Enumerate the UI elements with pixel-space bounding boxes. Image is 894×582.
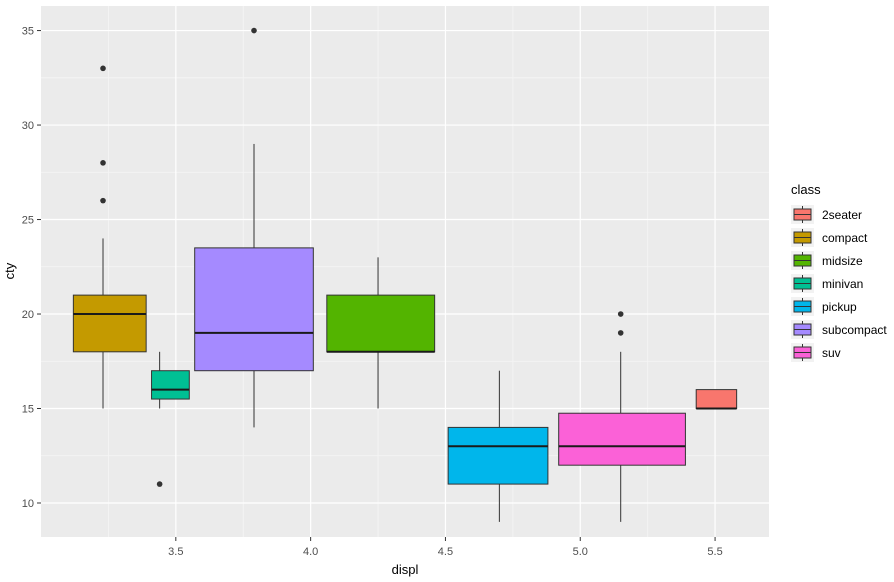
outlier-point [617,311,624,317]
x-axis: 3.5 4.0 4.5 5.0 5.5 [168,537,723,558]
y-tick-label: 25 [22,215,34,227]
legend-item-pickup: pickup [791,297,857,316]
legend-label: pickup [822,300,857,314]
x-tick-label: 3.5 [168,546,183,558]
box-compact [72,65,147,409]
box-2seater [695,389,738,410]
box-suv [558,311,686,522]
legend-item-midsize: midsize [791,251,863,270]
y-tick-label: 15 [22,404,34,416]
legend-label: minivan [822,277,863,291]
legend-item-minivan: minivan [791,274,863,293]
box-iqr [447,426,549,485]
box-minivan [151,351,190,487]
y-axis-title: cty [2,262,17,279]
legend-label: midsize [822,254,863,268]
legend-label: suv [822,346,841,360]
y-axis: 10 15 20 25 30 35 [22,26,41,510]
box-subcompact [194,27,314,428]
y-tick-label: 20 [22,309,34,321]
box-iqr [326,294,436,353]
y-tick-label: 30 [22,120,34,132]
x-tick-label: 4.0 [303,546,318,558]
box-iqr [72,294,147,353]
box-iqr [151,370,190,400]
outlier-point [100,160,106,166]
legend-item-2seater: 2seater [791,205,862,224]
y-tick-label: 10 [22,498,34,510]
box-iqr [558,412,686,466]
legend-label: subcompact [822,323,887,337]
x-axis-title: displ [392,562,419,577]
box-midsize [326,257,436,409]
legend-item-compact: compact [791,228,868,247]
legend: class 2seater compact midsize minivan pickup… [791,182,887,362]
box-iqr [695,389,738,410]
outlier-point [100,197,106,204]
y-tick-label: 35 [22,26,34,38]
x-tick-label: 4.5 [438,546,453,558]
legend-label: 2seater [822,208,862,222]
legend-label: compact [822,231,868,245]
outlier-point [100,65,106,72]
box-iqr [194,247,314,372]
outlier-point [617,330,624,336]
x-tick-label: 5.5 [707,546,722,558]
outlier-point [251,27,257,34]
x-tick-label: 5.0 [573,546,588,558]
legend-item-suv: suv [791,343,841,362]
boxes [72,27,738,522]
box-pickup [447,370,549,522]
outlier-point [156,481,163,487]
legend-item-subcompact: subcompact [791,320,887,339]
legend-title: class [791,182,821,197]
